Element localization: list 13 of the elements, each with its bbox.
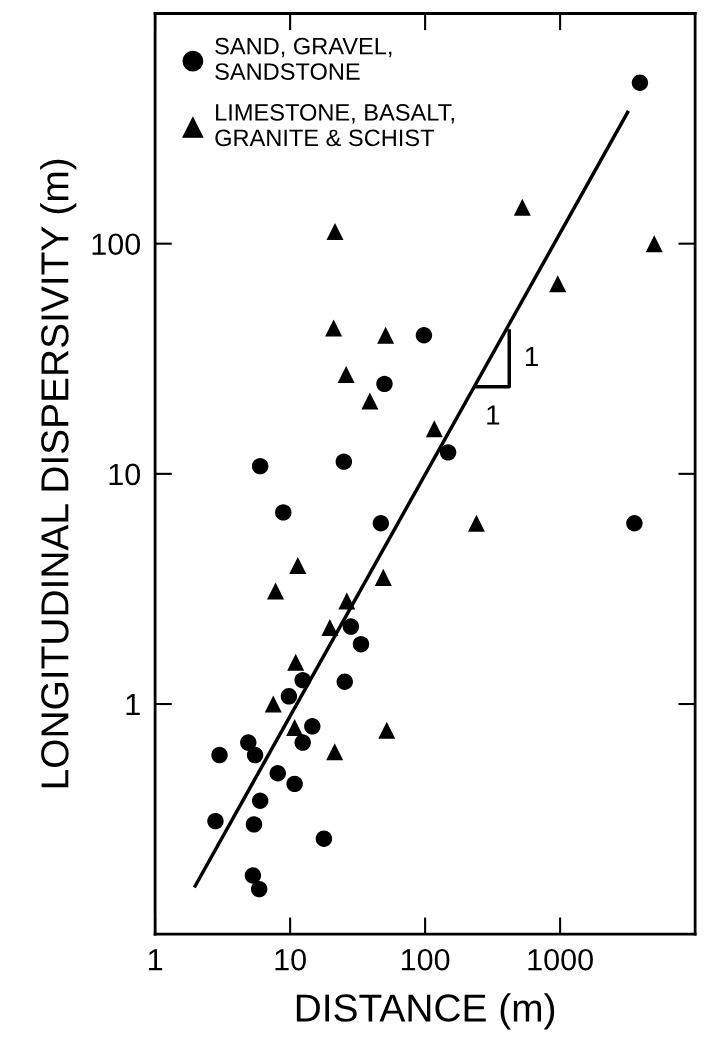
x-axis-title: DISTANCE (m) (296, 993, 555, 1030)
legend-label: LIMESTONE, BASALT, GRANITE & SCHIST (215, 104, 454, 147)
x-tick-label: 1000 (528, 948, 593, 971)
legend-label: SAND, GRAVEL, SANDSTONE (215, 37, 392, 80)
annotation: 1 (487, 405, 500, 425)
x-tick-label: 100 (401, 948, 450, 971)
x-tick-label: 10 (275, 948, 306, 971)
y-tick-label: 1 (126, 694, 140, 716)
y-tick-label: 100 (92, 233, 141, 256)
y-tick-label: 10 (109, 463, 141, 486)
x-tick-label: 1 (148, 949, 163, 971)
y-axis-title: LONGITUDINAL DISPERSIVITY (m) (40, 159, 77, 788)
annotation: 1 (525, 347, 538, 367)
